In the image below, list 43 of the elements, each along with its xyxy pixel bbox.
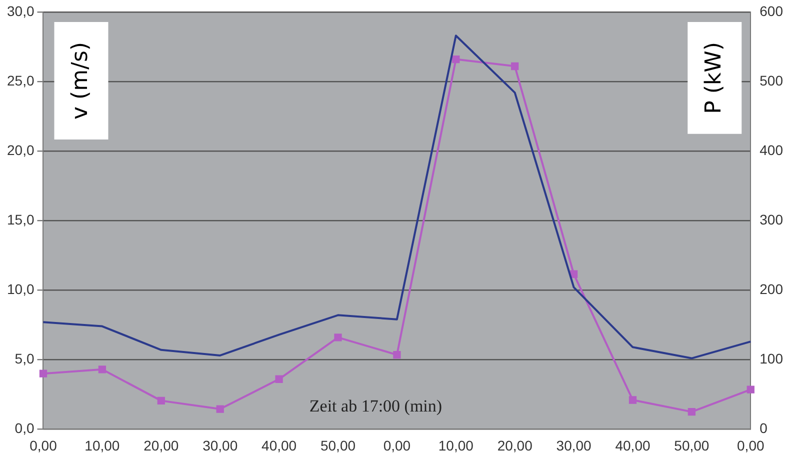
y-tick-label: 20,0	[7, 142, 34, 158]
x-tick-label: 50,00	[674, 437, 710, 454]
point	[39, 370, 48, 378]
y-tick-label: 10,0	[7, 280, 34, 297]
y-tick-label: 25,0	[7, 72, 34, 88]
y2-tick-label: 200	[760, 280, 784, 297]
x-tick-label: 40,00	[615, 437, 650, 454]
point	[157, 396, 165, 405]
y-tick-label: 30,0	[7, 2, 34, 19]
point	[216, 405, 224, 413]
x-axis-title: Zeit ab 17:00 (min)	[309, 396, 442, 416]
point	[746, 386, 754, 394]
point	[98, 366, 106, 374]
y2-tick-label: 400	[760, 142, 784, 158]
y-tick-label: 15,0	[7, 211, 34, 228]
y2-tick-label: 0	[760, 420, 768, 436]
point	[275, 375, 283, 383]
y-tick-label: 0,0	[14, 420, 34, 436]
y2-axis-title: P (kW)	[701, 42, 726, 114]
point	[628, 396, 637, 404]
x-tick-label: 0,00	[383, 437, 411, 454]
point	[393, 350, 401, 359]
point	[511, 62, 519, 70]
point	[688, 408, 696, 416]
y2-tick-label: 300	[760, 211, 784, 228]
point	[334, 334, 342, 342]
point	[570, 270, 578, 278]
x-tick-label: 20,00	[497, 437, 533, 454]
y-axis-title: v (m/s)	[68, 42, 93, 120]
x-tick-label: 10,00	[84, 437, 120, 454]
point	[452, 55, 460, 64]
x-tick-label: 50,00	[320, 437, 356, 454]
x-tick-label: 10,00	[438, 437, 474, 454]
x-tick-label: 30,00	[556, 437, 592, 454]
y2-tick-label: 500	[760, 72, 784, 88]
y2-tick-label: 600	[760, 2, 784, 19]
y-tick-label: 5,0	[14, 350, 34, 367]
y2-tick-label: 100	[760, 350, 784, 367]
x-tick-label: 0,00	[30, 437, 58, 454]
x-tick-label: 40,00	[262, 437, 297, 454]
x-tick-label: 30,00	[202, 437, 238, 454]
x-tick-label: 0,00	[737, 437, 764, 454]
x-tick-label: 20,00	[144, 437, 179, 454]
